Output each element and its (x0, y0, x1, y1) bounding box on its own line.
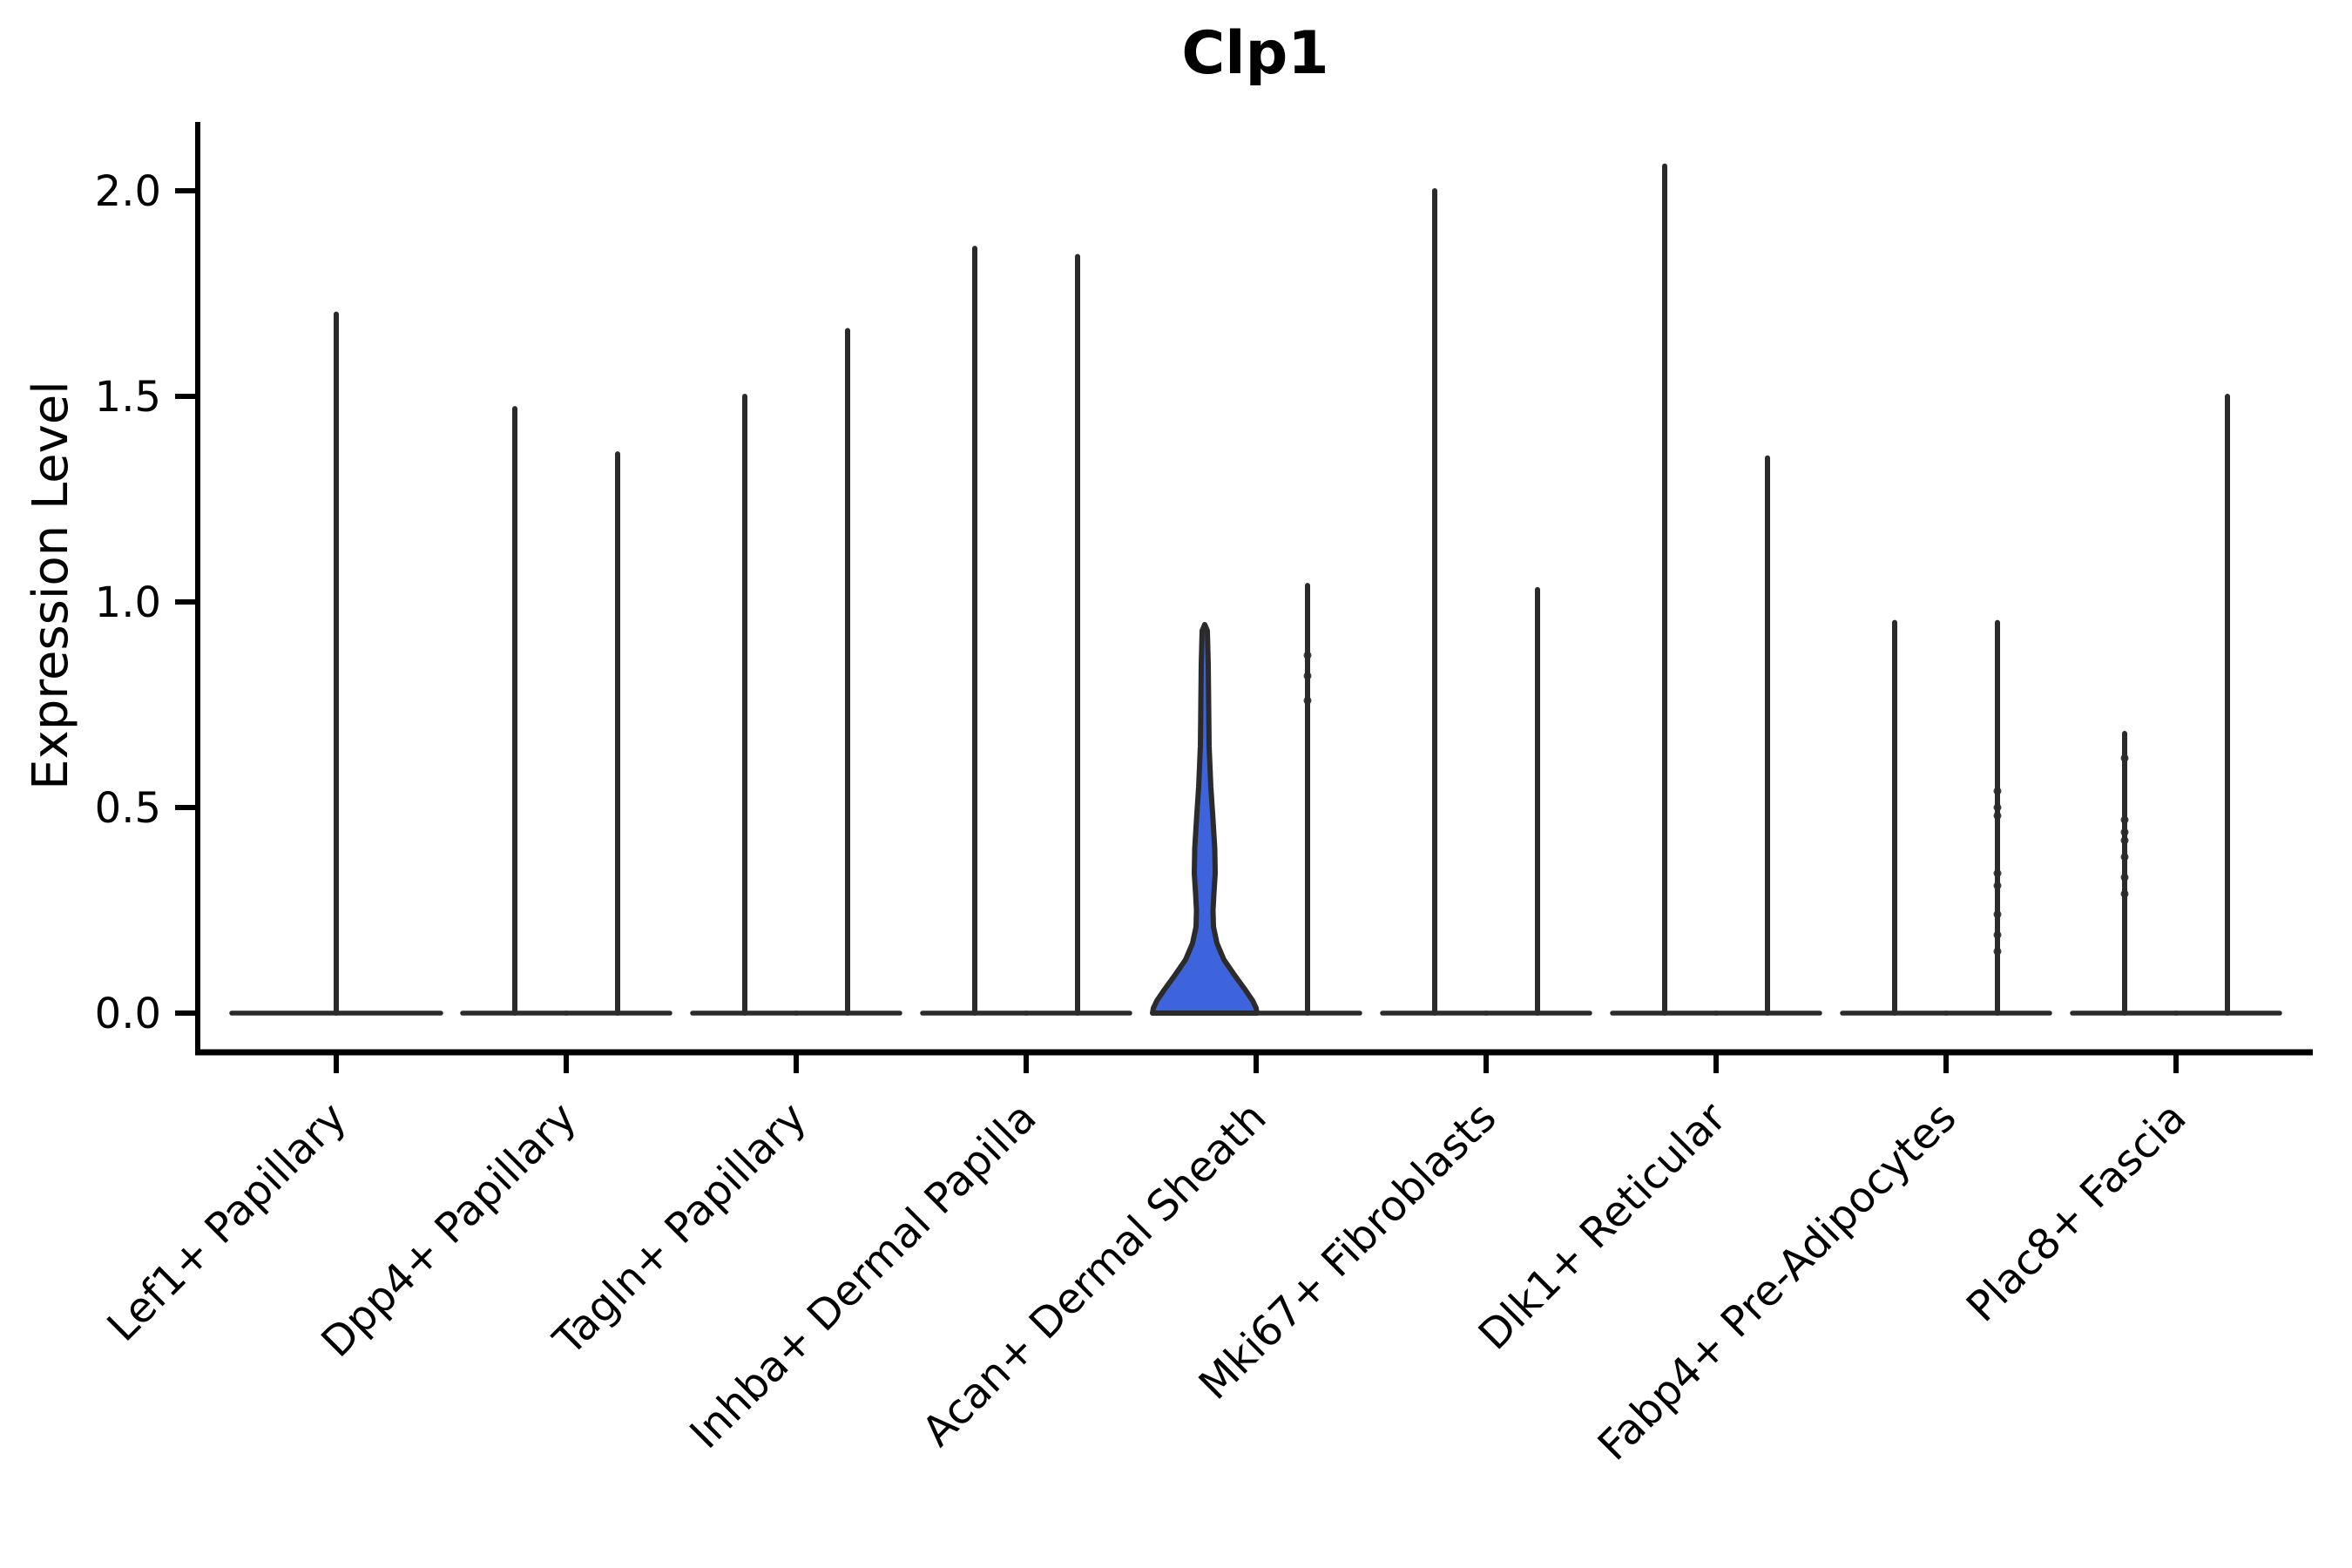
jitter-point (1993, 947, 2002, 956)
jitter-point (2120, 853, 2129, 862)
jitter-point (1993, 910, 2002, 919)
jitter-point (2120, 836, 2129, 845)
y-tick-label: 1.5 (95, 373, 161, 422)
jitter-point (1993, 811, 2002, 820)
y-tick-label: 0.5 (95, 784, 161, 833)
highlighted-violin (1150, 621, 1260, 1016)
jitter-point (2120, 873, 2129, 882)
jitter-point (1993, 882, 2002, 890)
y-axis-label: Expression Level (23, 381, 79, 790)
y-tick-label: 1.0 (95, 578, 161, 627)
y-tick-label: 2.0 (95, 167, 161, 216)
x-axis-category-label: Tagln+ Papillary (544, 1093, 815, 1365)
x-axis-category-label: Lef1+ Papillary (98, 1093, 356, 1351)
jitter-point (1993, 869, 2002, 878)
x-axis-category-label: Plac8+ Fascia (1957, 1093, 2196, 1332)
x-axis-category-label: Dpp4+ Papillary (312, 1093, 585, 1367)
y-tick-label: 0.0 (95, 990, 161, 1038)
chart-title: Clp1 (1181, 19, 1329, 88)
jitter-point (1303, 696, 1312, 705)
jitter-point (2120, 754, 2129, 762)
jitter-point (2120, 828, 2129, 836)
jitter-point (1303, 672, 1312, 680)
jitter-point (1993, 787, 2002, 795)
jitter-point (1993, 803, 2002, 812)
jitter-point (1993, 930, 2002, 939)
jitter-point (2120, 889, 2129, 898)
jitter-point (2120, 815, 2129, 824)
jitter-point (1303, 651, 1312, 659)
x-axis-category-label: Dlk1+ Reticular (1470, 1093, 1736, 1360)
